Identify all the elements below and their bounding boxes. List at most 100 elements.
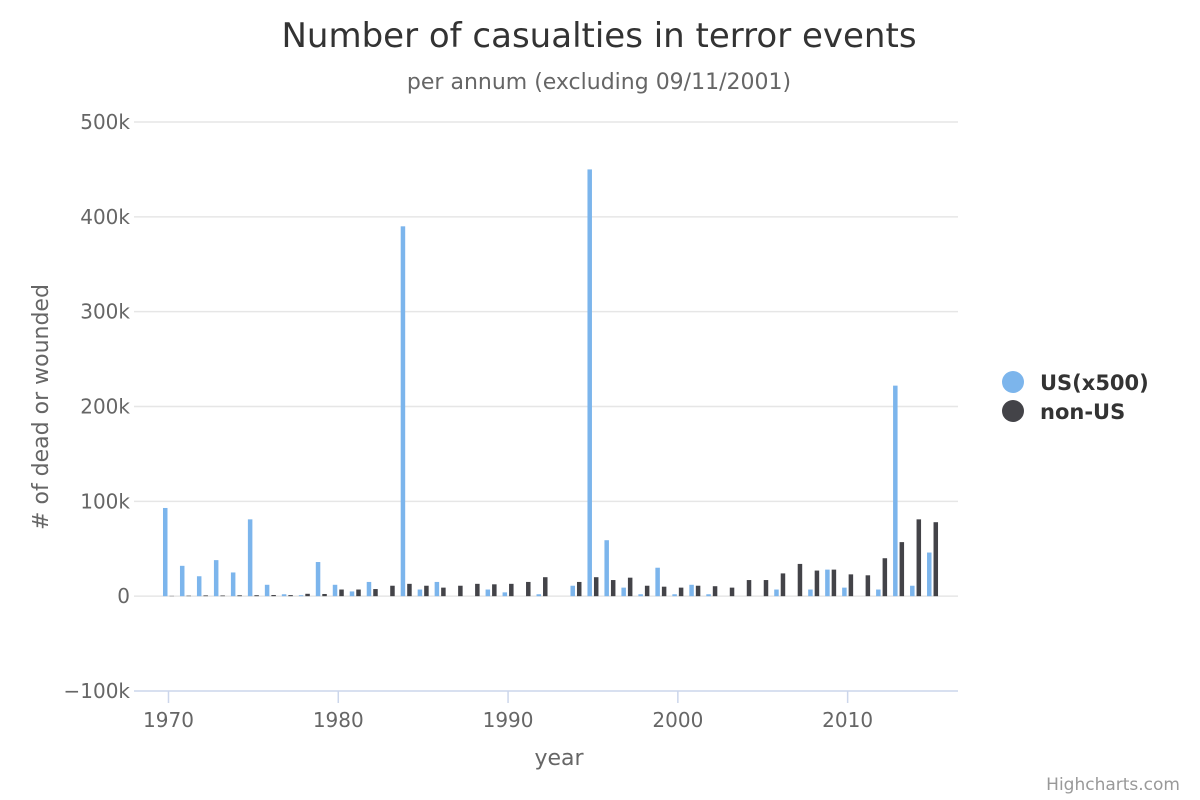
bar-non-us[interactable]: [526, 581, 531, 597]
y-axis-title: # of dead or wounded: [29, 284, 54, 530]
bar-us[interactable]: [876, 589, 881, 597]
bar-non-us[interactable]: [729, 587, 735, 597]
bar-us[interactable]: [536, 594, 542, 597]
bar-non-us[interactable]: [678, 587, 684, 597]
bar-non-us[interactable]: [254, 595, 259, 597]
x-axis: 1970 1980 1990 2000 2010: [134, 690, 958, 732]
bar-us[interactable]: [213, 560, 219, 597]
bar-non-us[interactable]: [322, 593, 327, 597]
bar-non-us[interactable]: [492, 584, 497, 597]
bar-non-us[interactable]: [576, 581, 582, 597]
bar-non-us[interactable]: [203, 595, 208, 597]
bar-non-us[interactable]: [712, 586, 718, 597]
bar-non-us[interactable]: [220, 595, 225, 597]
legend-item-us[interactable]: US(x500): [1002, 371, 1149, 395]
legend-symbol-non-us: [1002, 400, 1024, 422]
bar-us[interactable]: [927, 552, 932, 597]
y-tick-label: 300k: [80, 300, 130, 324]
y-tick-labels: −100k 0 100k 200k 300k 400k 500k: [63, 110, 130, 703]
credits-link[interactable]: Highcharts.com: [1046, 775, 1180, 795]
bar-us[interactable]: [298, 595, 304, 597]
bar-non-us[interactable]: [593, 577, 599, 597]
bar-non-us[interactable]: [865, 575, 871, 597]
bar-non-us[interactable]: [814, 570, 820, 597]
bar-non-us[interactable]: [356, 589, 361, 597]
bar-us[interactable]: [502, 592, 508, 597]
bar-us[interactable]: [706, 594, 711, 597]
bar-non-us[interactable]: [271, 595, 276, 597]
bar-non-us[interactable]: [339, 589, 344, 597]
bar-non-us[interactable]: [763, 580, 769, 597]
bar-non-us[interactable]: [780, 573, 786, 597]
bar-us[interactable]: [196, 576, 202, 597]
bar-us[interactable]: [842, 587, 847, 597]
bar-us[interactable]: [774, 589, 779, 597]
bar-non-us[interactable]: [746, 580, 752, 597]
y-tick-label: 200k: [80, 395, 130, 419]
bar-us[interactable]: [264, 584, 270, 597]
x-tick-label: 1970: [143, 708, 194, 732]
bar-us[interactable]: [417, 589, 423, 597]
legend-item-non-us[interactable]: non-US: [1002, 400, 1125, 424]
x-tick-label: 2010: [822, 708, 873, 732]
legend-symbol-us: [1002, 371, 1024, 393]
bar-non-us[interactable]: [848, 574, 854, 597]
bar-non-us[interactable]: [373, 589, 378, 597]
bar-us[interactable]: [349, 591, 355, 597]
bar-non-us[interactable]: [899, 542, 905, 597]
y-tick-label: 100k: [80, 489, 130, 513]
bar-us[interactable]: [655, 567, 660, 597]
bar-us[interactable]: [570, 585, 575, 597]
grid-lines: [134, 121, 958, 597]
legend: US(x500) non-US: [1002, 371, 1149, 424]
bar-us[interactable]: [825, 569, 830, 597]
bar-non-us[interactable]: [424, 585, 429, 597]
bar-non-us[interactable]: [237, 595, 242, 597]
bar-us[interactable]: [638, 594, 643, 597]
bar-us[interactable]: [910, 585, 915, 597]
bar-us[interactable]: [621, 587, 626, 597]
bar-non-us[interactable]: [882, 558, 888, 597]
bars: [162, 169, 939, 597]
bar-us[interactable]: [281, 594, 287, 597]
bar-non-us[interactable]: [916, 519, 922, 597]
legend-label-non-us: non-US: [1040, 400, 1125, 424]
bar-us[interactable]: [485, 589, 491, 597]
x-tick-label: 1990: [483, 708, 534, 732]
bar-us[interactable]: [247, 519, 253, 597]
bar-non-us[interactable]: [305, 593, 310, 597]
bar-non-us[interactable]: [933, 522, 939, 597]
bar-us[interactable]: [366, 581, 372, 597]
bar-non-us[interactable]: [831, 569, 837, 597]
bar-non-us[interactable]: [475, 583, 480, 597]
bar-us[interactable]: [604, 540, 609, 597]
bar-us[interactable]: [434, 581, 440, 597]
bar-non-us[interactable]: [661, 586, 667, 597]
bar-non-us[interactable]: [458, 585, 463, 597]
bar-us[interactable]: [689, 584, 694, 597]
bar-non-us[interactable]: [543, 577, 548, 597]
bar-us[interactable]: [400, 226, 406, 597]
x-tick-label: 1980: [313, 708, 364, 732]
bar-non-us[interactable]: [509, 583, 514, 597]
bar-non-us[interactable]: [288, 595, 293, 597]
bar-non-us[interactable]: [644, 585, 650, 597]
bar-us[interactable]: [315, 562, 321, 597]
bar-non-us[interactable]: [627, 577, 633, 597]
bar-non-us[interactable]: [797, 563, 803, 597]
bar-non-us[interactable]: [390, 585, 395, 597]
bar-us[interactable]: [587, 169, 592, 597]
bar-us[interactable]: [179, 565, 185, 597]
bar-us[interactable]: [808, 589, 813, 597]
bar-us[interactable]: [162, 507, 168, 597]
chart-subtitle: per annum (excluding 09/11/2001): [407, 70, 791, 95]
bar-non-us[interactable]: [610, 580, 616, 597]
bar-non-us[interactable]: [407, 583, 412, 597]
bar-us[interactable]: [672, 594, 677, 597]
bar-us[interactable]: [893, 385, 898, 597]
bar-non-us[interactable]: [441, 587, 446, 597]
bar-us[interactable]: [230, 572, 236, 597]
bar-non-us[interactable]: [695, 585, 701, 597]
bar-us[interactable]: [332, 584, 338, 597]
